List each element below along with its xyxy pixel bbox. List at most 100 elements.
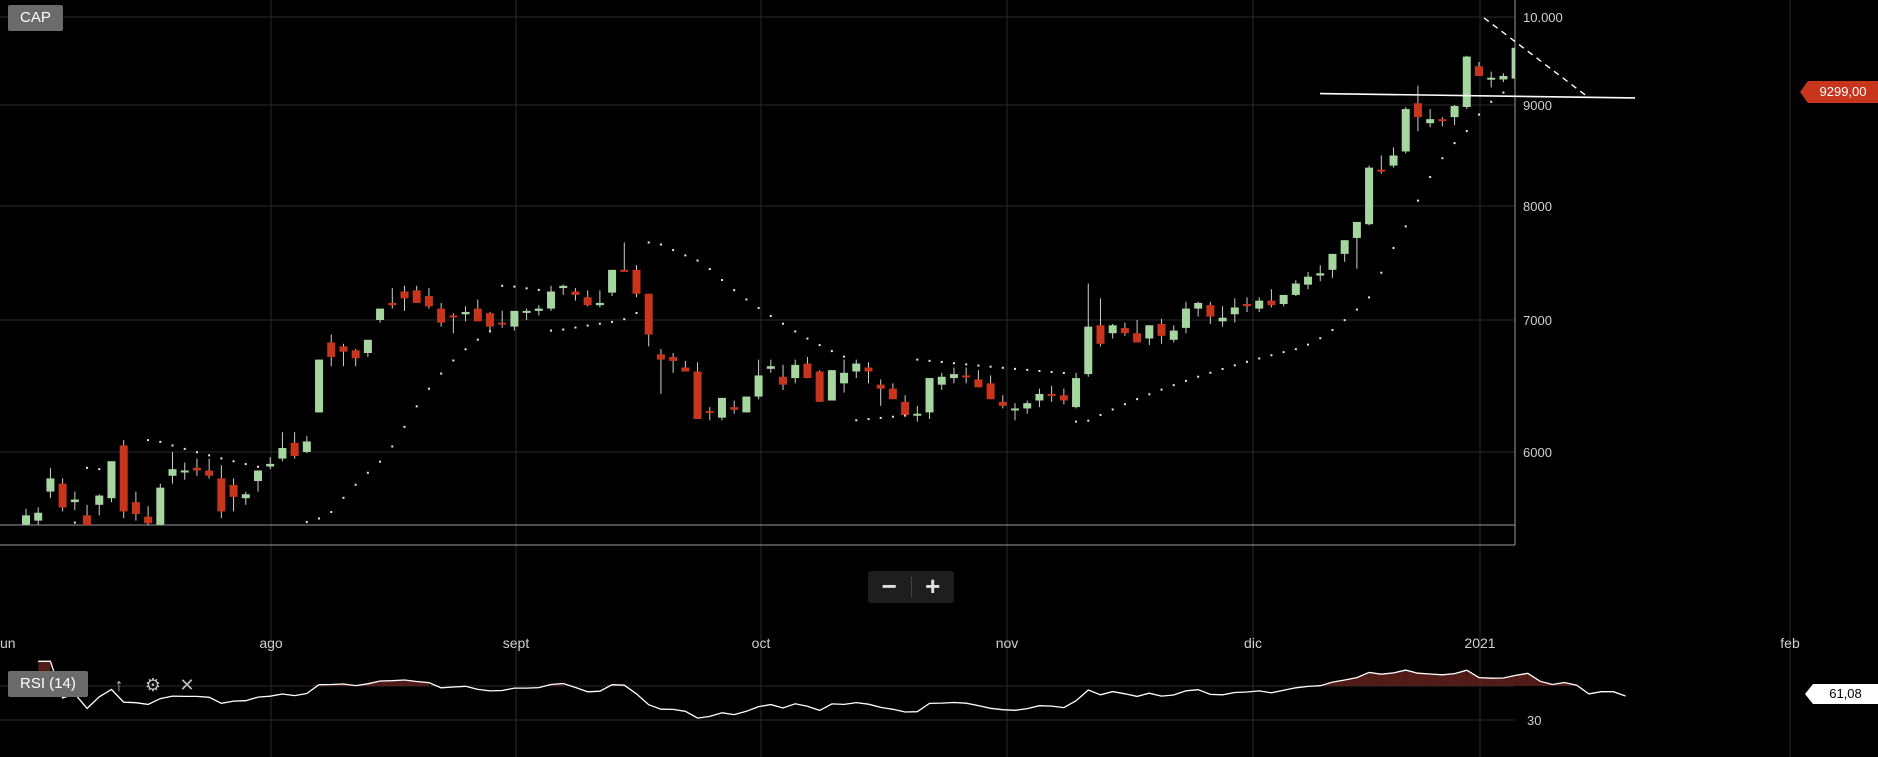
sar-dot — [1490, 100, 1493, 103]
candle-up — [46, 478, 55, 492]
sar-dot — [1319, 337, 1322, 340]
candle-up — [913, 413, 922, 416]
candle-up — [1084, 326, 1093, 375]
candle-down — [83, 515, 92, 525]
candle-up — [1304, 276, 1313, 285]
candle-down — [205, 470, 214, 476]
gear-icon[interactable]: ⚙ — [144, 674, 162, 695]
sar-dot — [1563, 20, 1565, 22]
candle-up — [1072, 378, 1081, 408]
candle-down — [1059, 395, 1068, 401]
x-tick-label: nov — [996, 635, 1019, 651]
candle-down — [1133, 333, 1142, 343]
candle-up — [156, 487, 165, 525]
candle-down — [901, 401, 910, 416]
sar-dot — [1148, 393, 1151, 396]
sar-dot — [1062, 371, 1065, 374]
candle-down — [705, 411, 714, 414]
sar-dot — [525, 287, 528, 290]
sar-dot — [1258, 357, 1261, 360]
candle-down — [632, 269, 641, 294]
sar-dot — [1551, 58, 1553, 60]
candle-down — [864, 367, 873, 372]
sar-dot — [806, 337, 809, 340]
sar-dot — [1087, 419, 1090, 422]
candle-down — [498, 322, 507, 325]
candle-down — [730, 407, 739, 410]
candle-up — [547, 291, 556, 309]
sar-dot — [830, 350, 833, 353]
candle-down — [119, 445, 128, 512]
sar-dot — [281, 529, 283, 531]
sar-dot — [1221, 367, 1224, 370]
candle-down — [449, 315, 458, 318]
sar-dot — [123, 531, 125, 533]
sar-dot — [1307, 343, 1310, 346]
candle-up — [1255, 300, 1264, 309]
sar-dot — [1099, 413, 1102, 416]
sar-dot — [879, 416, 882, 419]
sar-dot — [659, 243, 662, 246]
sar-dot — [757, 307, 760, 310]
sar-dot — [745, 298, 748, 301]
candle-up — [1011, 408, 1020, 411]
sar-dot — [318, 517, 321, 520]
candle-up — [1035, 393, 1044, 401]
candle-down — [1474, 66, 1483, 76]
candle-down — [974, 379, 983, 388]
rsi-overbought-fill — [1356, 672, 1370, 686]
close-icon[interactable]: ✕ — [179, 674, 195, 695]
candle-down — [1157, 323, 1166, 336]
zoom-in-button[interactable]: + — [925, 571, 941, 601]
zoom-out-button[interactable]: − — [881, 571, 897, 601]
rsi-line — [38, 660, 1626, 719]
sar-dot — [244, 463, 247, 466]
x-tick-label: un — [0, 635, 16, 651]
candle-down — [1438, 119, 1447, 122]
candle-up — [791, 364, 800, 379]
candle-down — [1377, 169, 1386, 172]
candle-up — [363, 339, 372, 353]
sar-dot — [452, 359, 455, 362]
sar-dot — [818, 344, 821, 347]
candle-down — [876, 384, 885, 389]
candle-up — [1426, 119, 1435, 124]
candle-up — [534, 308, 543, 311]
candle-up — [949, 374, 958, 379]
candle-up — [1450, 106, 1459, 118]
sar-dot — [159, 440, 162, 443]
candle-down — [485, 313, 494, 327]
sar-dot — [1001, 366, 1004, 369]
candle-down — [571, 291, 580, 295]
sar-dot — [1355, 308, 1358, 311]
sar-dot — [1404, 225, 1407, 228]
rsi-overbought-fill — [1405, 670, 1418, 686]
sar-dot — [110, 533, 112, 535]
rsi-overbought-fill — [1369, 672, 1382, 686]
candle-down — [1609, 56, 1617, 61]
candle-up — [1462, 56, 1471, 108]
y-tick-label: 7000 — [1523, 313, 1552, 328]
rsi-overbought-fill — [1417, 673, 1431, 686]
candle-up — [1279, 294, 1288, 305]
candle-up — [754, 375, 763, 397]
candle-up — [1218, 317, 1227, 322]
sar-dot — [1026, 368, 1029, 371]
current-price-tag: 9299,00 — [1800, 81, 1878, 103]
candle-down — [1096, 325, 1105, 344]
candle-down — [339, 346, 348, 352]
sar-dot — [195, 451, 198, 454]
candle-up — [852, 363, 861, 372]
candle-down — [888, 388, 897, 400]
sar-dot — [647, 241, 650, 244]
sar-dot — [1246, 360, 1248, 363]
sar-dot — [1282, 351, 1285, 354]
support-trendline — [1319, 92, 1636, 99]
sar-dot — [379, 460, 382, 463]
sar-dot — [513, 285, 516, 288]
rsi-label: RSI (14) — [8, 671, 88, 697]
candle-up — [1389, 155, 1398, 166]
up-arrow-icon[interactable]: ↑ — [114, 674, 124, 695]
sar-dot — [1331, 329, 1334, 332]
